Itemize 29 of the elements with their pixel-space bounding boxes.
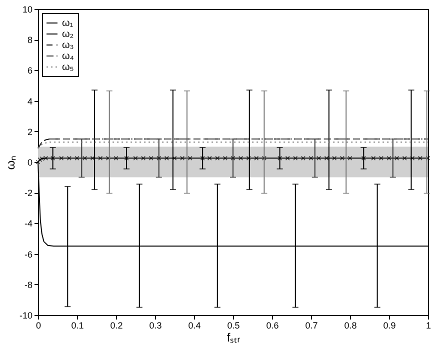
x-tick-label: 0.7 [305, 320, 318, 330]
x-tick-label: 0.8 [344, 320, 357, 330]
x-tick-label: 0 [36, 320, 42, 330]
x-tick-label: 0.4 [188, 320, 201, 330]
y-axis-title: ωₙ [3, 155, 18, 170]
y-tick-label: -4 [24, 218, 32, 229]
x-axis-title: fₛₜᵣ [226, 330, 240, 344]
y-tick-label: -10 [19, 310, 32, 320]
legend-label: ω₁ [62, 18, 74, 29]
y-tick-label: 6 [27, 66, 32, 76]
legend-label: ω₄ [62, 51, 74, 62]
y-tick-label: -2 [24, 188, 32, 198]
x-tick-label: 0.9 [383, 320, 396, 330]
y-tick-label: -6 [24, 249, 32, 260]
x-tick-label: 0.2 [110, 320, 123, 330]
x-tick-label: 0.5 [227, 320, 240, 330]
y-tick-label: 10 [22, 4, 32, 14]
y-tick-label: -8 [24, 280, 32, 290]
x-tick-label: 0.6 [266, 320, 279, 330]
x-tick-label: 1 [426, 320, 432, 330]
y-tick-label: 4 [27, 96, 32, 106]
x-tick-label: 0.3 [149, 320, 162, 330]
legend-label: ω₃ [62, 40, 74, 51]
x-tick-label: 0.1 [71, 320, 84, 330]
y-tick-label: 8 [27, 35, 32, 46]
y-tick-label: 2 [27, 126, 32, 137]
legend-label: ω₅ [62, 62, 74, 73]
y-tick-label: 0 [27, 158, 32, 168]
legend-label: ω₂ [62, 29, 74, 40]
